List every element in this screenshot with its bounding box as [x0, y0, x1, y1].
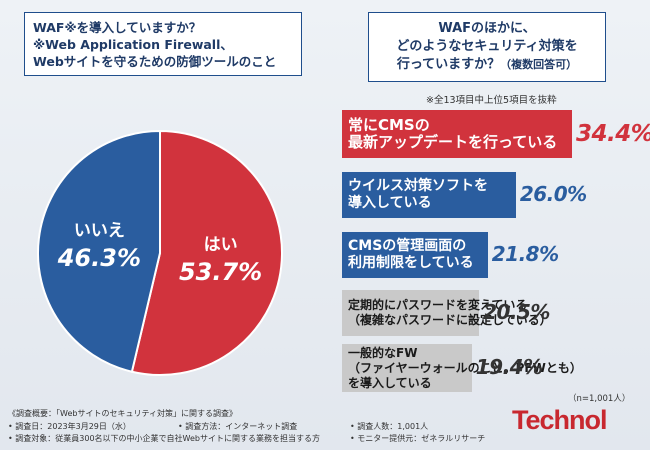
- question-box-waf: WAF※を導入していますか？ ※Web Application Firewall…: [24, 12, 302, 76]
- bar-label-3: CMSの管理画面の 利用制限をしている: [348, 232, 474, 278]
- bar-label-1-line-1: 常にCMSの: [348, 116, 430, 134]
- pie-slice-yes: [130, 129, 283, 376]
- question-other-line2: どのようなセキュリティ対策を: [396, 39, 578, 54]
- bar-label-2: ウイルス対策ソフトを 導入している: [348, 172, 488, 218]
- question-box-other-measures: WAFのほかに、 どのようなセキュリティ対策を 行っていますか？（複数回答可）: [368, 12, 606, 82]
- survey-method: • 調査方法：インターネット調査: [178, 422, 298, 431]
- bar-value-4: 20.5%: [483, 300, 550, 324]
- bar-label-2-line-1: ウイルス対策ソフトを: [348, 178, 488, 194]
- bar-label-3-line-2: 利用制限をしている: [348, 255, 474, 271]
- pie-value-no: 46.3%: [57, 244, 141, 272]
- bar-value-5: 19.4%: [475, 355, 543, 379]
- bar-label-4: 定期的にパスワードを変えている （複雑なパスワードに設定している）: [348, 290, 552, 336]
- bar-label-5: 一般的なFW （ファイヤーウォールのこと。PFWとも） を導入している: [348, 344, 582, 392]
- bar-label-5-line-1: 一般的なFW: [348, 345, 418, 360]
- sample-size-note: （n=1,001人）: [568, 394, 631, 404]
- bar-3: CMSの管理画面の 利用制限をしている: [342, 232, 488, 278]
- bar-2: ウイルス対策ソフトを 導入している: [342, 172, 516, 218]
- top5-note: ※全13項目中上位5項目を抜粋: [426, 95, 557, 106]
- pie-label-yes: はい: [204, 235, 238, 255]
- survey-count: • 調査人数：1,001人: [350, 422, 429, 431]
- question-waf-line1: WAF※を導入していますか？: [33, 20, 202, 35]
- bar-value-3: 21.8%: [491, 242, 559, 266]
- bar-label-2-line-2: 導入している: [348, 195, 432, 211]
- question-other-line3: 行っていますか？: [396, 57, 501, 72]
- survey-monitor: • モニター提供元：ゼネラルリサーチ: [350, 434, 486, 443]
- survey-target: • 調査対象：従業員300名以下の中小企業で自社Webサイトに関する業務を担当す…: [8, 434, 320, 443]
- survey-title: 《調査概要：「Webサイトのセキュリティ対策」に関する調査》: [8, 409, 237, 418]
- bar-value-1: 34.4%: [576, 121, 650, 147]
- question-other-multiple: （複数回答可）: [500, 58, 578, 71]
- question-waf-line2: ※Web Application Firewall、: [33, 37, 233, 52]
- bar-value-2: 26.0%: [519, 182, 587, 206]
- bar-label-4-line-1: 定期的にパスワードを変えている: [348, 298, 528, 312]
- question-other-line1: WAFのほかに、: [438, 21, 536, 36]
- pie-label-no: いいえ: [74, 221, 125, 241]
- survey-date: • 調査日：2023年3月29日（水）: [8, 422, 131, 431]
- bar-label-3-line-1: CMSの管理画面の: [348, 238, 467, 254]
- bar-label-1-line-2: 最新アップデートを行っている: [348, 133, 558, 151]
- pie-value-yes: 53.7%: [179, 258, 262, 286]
- pie-slice-no: [37, 129, 161, 373]
- bar-5: 一般的なFW （ファイヤーウォールのこと。PFWとも） を導入している: [342, 344, 582, 392]
- bar-label-5-line-3: を導入している: [348, 375, 432, 390]
- bar-label-5-line-2: （ファイヤーウォールのこと。PFWとも）: [348, 360, 582, 375]
- bar-4: 定期的にパスワードを変えている （複雑なパスワードに設定している）: [342, 290, 552, 336]
- bar-label-1: 常にCMSの 最新アップデートを行っている: [348, 110, 557, 158]
- bar-1: 常にCMSの 最新アップデートを行っている: [342, 110, 572, 158]
- question-waf-line3: Webサイトを守るための防御ツールのこと: [33, 54, 277, 69]
- bar-label-4-line-2: （複雑なパスワードに設定している）: [348, 313, 552, 327]
- technol-logo: Technol: [512, 405, 608, 435]
